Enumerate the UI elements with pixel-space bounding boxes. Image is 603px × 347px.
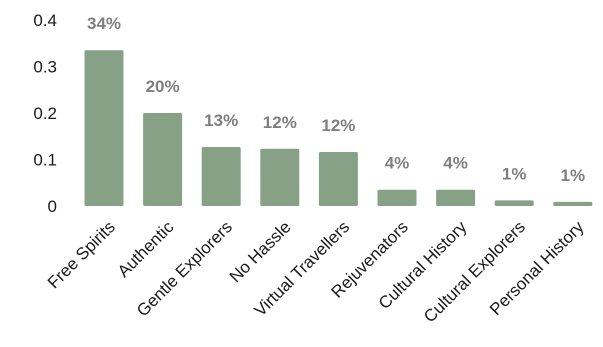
bar xyxy=(260,148,300,206)
data-label: 4% xyxy=(443,154,468,173)
data-label: 4% xyxy=(385,154,410,173)
y-tick-label: 0 xyxy=(48,197,57,216)
data-label: 34% xyxy=(87,14,121,33)
data-label: 1% xyxy=(502,164,527,183)
bar xyxy=(318,152,358,206)
y-tick-label: 0.2 xyxy=(33,104,57,123)
x-tick-label: Free Spirits xyxy=(44,217,119,292)
y-tick-label: 0.1 xyxy=(33,151,57,170)
data-label: 13% xyxy=(204,111,238,130)
bar xyxy=(377,189,417,206)
x-tick-label: Cultural Explorers xyxy=(420,217,529,326)
bar xyxy=(553,201,593,206)
data-label: 12% xyxy=(263,113,297,132)
y-axis: 0 0.1 0.2 0.3 0.4 xyxy=(33,11,57,216)
y-tick-label: 0.4 xyxy=(33,11,57,30)
data-label: 20% xyxy=(146,77,180,96)
bar xyxy=(494,200,534,206)
bar xyxy=(436,189,476,206)
bar xyxy=(201,146,241,206)
bar xyxy=(84,50,124,206)
y-tick-label: 0.3 xyxy=(33,58,57,77)
bar xyxy=(143,113,183,206)
data-label: 12% xyxy=(321,116,355,135)
data-label: 1% xyxy=(561,166,586,185)
